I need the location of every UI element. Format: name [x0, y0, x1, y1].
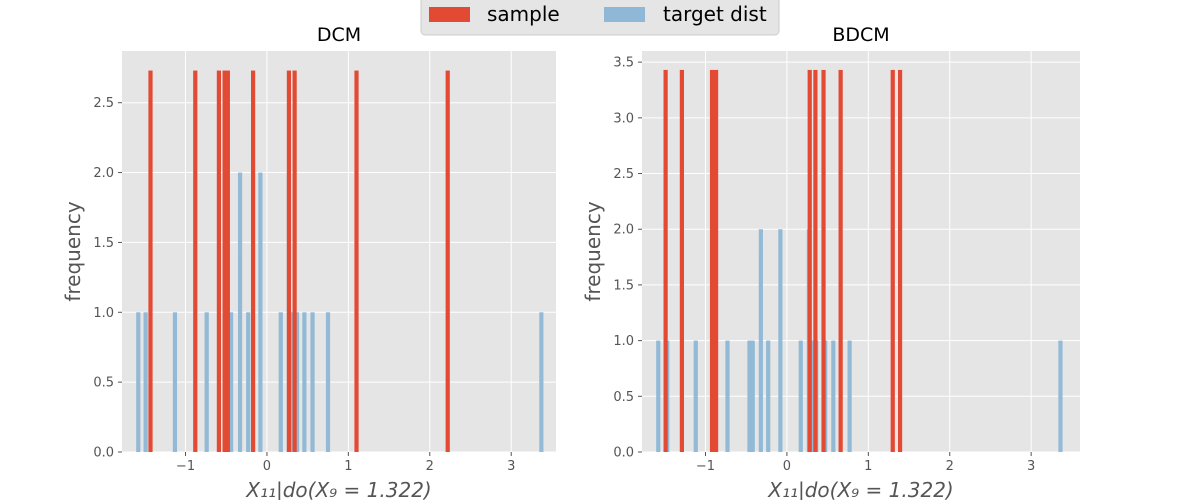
y-axis-label: frequency — [61, 201, 85, 301]
legend: sample target dist — [420, 0, 780, 36]
bar — [1058, 340, 1063, 452]
bar — [750, 340, 755, 452]
bar — [897, 69, 903, 453]
bar — [656, 340, 661, 452]
y-tick-label: 1.0 — [613, 334, 634, 349]
bar — [222, 70, 227, 452]
bar — [204, 312, 209, 452]
bar — [148, 70, 153, 452]
y-tick-label: 0.0 — [93, 446, 114, 461]
chart-title: BDCM — [832, 24, 889, 46]
chart-panel-dcm: DCM X₁₁|do(X₉ = 1.322) frequency −1 0 1 2 3 0… — [61, 24, 556, 500]
bar — [292, 70, 297, 452]
bar — [246, 312, 251, 452]
plot-area — [642, 51, 1080, 452]
bar — [813, 69, 818, 453]
bar — [778, 229, 783, 452]
bar — [747, 340, 752, 452]
bar — [250, 70, 256, 452]
y-tick-label: 1.5 — [613, 278, 634, 293]
legend-label-sample: sample — [487, 2, 560, 26]
bar — [838, 69, 843, 453]
x-tick-label: 0 — [783, 459, 791, 474]
x-tick-label: 2 — [426, 459, 434, 474]
bar — [679, 69, 684, 453]
legend-swatch-sample — [429, 7, 470, 22]
x-tick-label: 2 — [946, 459, 954, 474]
x-tick-label: 1 — [344, 459, 352, 474]
bar — [766, 340, 771, 452]
bar — [325, 312, 331, 452]
bar — [172, 312, 178, 452]
y-tick-label: 1.5 — [93, 236, 114, 251]
y-tick-label: 2.0 — [613, 223, 634, 238]
y-tick-label: 3.0 — [613, 111, 634, 126]
x-axis-label: X₁₁|do(X₉ = 1.322) — [767, 478, 953, 500]
x-axis-label: X₁₁|do(X₉ = 1.322) — [245, 478, 431, 500]
bar — [143, 312, 148, 452]
y-tick-label: 0.5 — [613, 390, 634, 405]
x-tick-label: 0 — [263, 459, 271, 474]
bar — [302, 312, 307, 452]
x-tick-label: −1 — [176, 459, 195, 474]
bar — [890, 69, 895, 453]
bar — [539, 312, 544, 452]
y-tick-label: 0.5 — [93, 376, 114, 391]
y-tick-label: 3.5 — [613, 56, 634, 71]
bar — [663, 69, 668, 453]
legend-frame — [420, 0, 780, 36]
bar — [136, 312, 141, 452]
bar — [798, 340, 803, 452]
chart-panel-bdcm: BDCM X₁₁|do(X₉ = 1.322) frequency −1 0 1 2 3… — [581, 24, 1080, 500]
bar — [225, 70, 230, 452]
legend-label-target: target dist — [663, 2, 767, 26]
bar — [237, 172, 243, 452]
x-tick-label: 3 — [1027, 459, 1035, 474]
bar — [294, 312, 300, 452]
bar — [193, 70, 198, 452]
y-tick-label: 0.0 — [613, 446, 634, 461]
bar — [290, 312, 295, 452]
x-tick-label: −1 — [696, 459, 715, 474]
bar — [847, 340, 852, 452]
y-axis-label: frequency — [581, 201, 605, 301]
bar — [310, 312, 315, 452]
chart-title: DCM — [317, 24, 361, 46]
y-tick-label: 2.0 — [93, 166, 114, 181]
bar — [278, 312, 283, 452]
bar — [709, 69, 715, 453]
y-tick-label: 2.5 — [93, 96, 114, 111]
bar — [286, 70, 292, 452]
plot-area — [122, 51, 556, 452]
bar — [354, 70, 359, 452]
bar — [713, 69, 719, 453]
bar — [229, 312, 234, 452]
y-tick-label: 2.5 — [613, 167, 634, 182]
bar — [693, 340, 698, 452]
series-sample — [663, 69, 903, 453]
bar — [216, 70, 221, 452]
bar — [258, 172, 263, 452]
bar — [758, 229, 763, 452]
bar — [821, 69, 826, 453]
x-tick-label: 1 — [864, 459, 872, 474]
bar — [445, 70, 450, 452]
bar — [807, 69, 812, 453]
y-tick-label: 1.0 — [93, 306, 114, 321]
bar — [725, 340, 730, 452]
bar — [831, 340, 836, 452]
legend-swatch-target — [604, 7, 645, 22]
x-tick-label: 3 — [507, 459, 515, 474]
series-sample — [148, 70, 450, 452]
